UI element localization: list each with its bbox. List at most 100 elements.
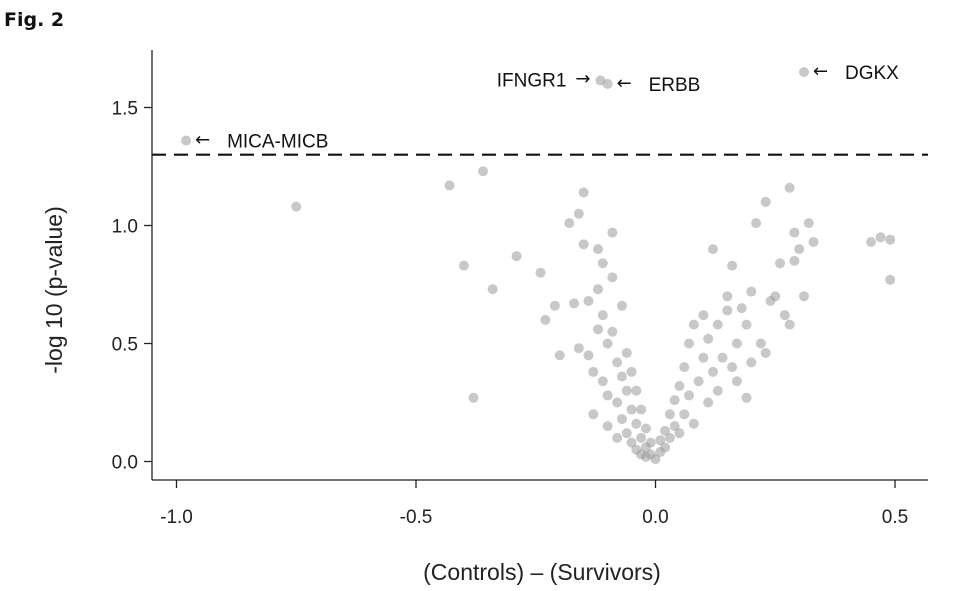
gene-label: MICA-MICB [227, 132, 328, 153]
figure-label: Fig. 2 [4, 9, 65, 31]
data-point [612, 397, 623, 408]
data-point [602, 78, 613, 89]
y-tick-label: 0.5 [112, 335, 138, 356]
x-axis-title: (Controls) – (Survivors) [423, 559, 661, 585]
data-point [535, 267, 546, 278]
data-point [607, 272, 618, 283]
data-point [727, 260, 738, 271]
data-point [731, 376, 742, 387]
data-point [779, 310, 790, 321]
data-point [621, 347, 632, 358]
data-point [468, 392, 479, 403]
y-tick-label: 1.0 [112, 217, 138, 238]
data-point [616, 414, 627, 425]
data-point [736, 303, 747, 314]
annotation-ifngr1: → IFNGR1 [497, 68, 591, 91]
data-point [669, 395, 680, 406]
data-point [588, 366, 599, 377]
data-point [583, 296, 594, 307]
data-point [770, 291, 781, 302]
x-tick-label: -0.5 [400, 507, 433, 528]
data-point [487, 284, 498, 295]
data-point [712, 319, 723, 330]
annotation-erbb: ← ERBB [617, 73, 701, 96]
data-point [444, 180, 455, 191]
data-point [636, 404, 647, 415]
data-point [798, 67, 809, 78]
y-axis-title: -log 10 (p-value) [41, 206, 67, 373]
data-point [722, 305, 733, 316]
data-point [712, 385, 723, 396]
data-point [885, 274, 896, 285]
data-point [760, 196, 771, 207]
arrow-left-icon: ← [195, 130, 210, 151]
data-point [789, 227, 800, 238]
data-point [578, 187, 589, 198]
data-point [616, 300, 627, 311]
data-point [760, 347, 771, 358]
data-point [593, 284, 604, 295]
data-point [679, 362, 690, 373]
data-point [655, 435, 666, 446]
annotation-mica-micb: ← MICA-MICB [195, 130, 328, 153]
data-point [626, 404, 637, 415]
data-point [731, 338, 742, 349]
data-point [612, 357, 623, 368]
data-point [660, 425, 671, 436]
data-point [569, 298, 580, 309]
data-point [612, 432, 623, 443]
y-axis-ticks: 0.0 0.5 1.0 1.5 [112, 99, 152, 474]
data-point [703, 333, 714, 344]
data-point [698, 352, 709, 363]
data-point [688, 319, 699, 330]
data-point [674, 380, 685, 391]
data-point [664, 432, 675, 443]
data-point [875, 232, 886, 243]
data-point [885, 234, 896, 245]
data-point [741, 392, 752, 403]
data-point [722, 291, 733, 302]
data-point [798, 291, 809, 302]
data-point [789, 255, 800, 266]
data-point [636, 432, 647, 443]
data-point [727, 362, 738, 373]
data-point [794, 244, 805, 255]
data-point [631, 418, 642, 429]
data-point [717, 352, 728, 363]
gene-label: ERBB [649, 75, 701, 96]
data-point [597, 310, 608, 321]
data-point [674, 428, 685, 439]
data-point [588, 409, 599, 420]
data-point [707, 244, 718, 255]
data-point [640, 423, 651, 434]
data-point [478, 166, 489, 177]
arrow-right-icon: → [575, 68, 590, 89]
annotation-dgkx: ← DGKX [813, 61, 899, 84]
x-tick-label: 0.0 [642, 507, 668, 528]
data-point [549, 300, 560, 311]
data-point [693, 376, 704, 387]
data-point [866, 237, 877, 248]
data-point [564, 218, 575, 229]
data-point [707, 366, 718, 377]
data-point [578, 239, 589, 250]
data-point [573, 208, 584, 219]
data-point [755, 338, 766, 349]
data-point [597, 376, 608, 387]
arrow-left-icon: ← [813, 61, 828, 82]
data-point [621, 385, 632, 396]
data-point [593, 324, 604, 335]
data-point [664, 409, 675, 420]
data-point [602, 390, 613, 401]
data-point [703, 397, 714, 408]
data-point [669, 421, 680, 432]
x-tick-label: 0.5 [882, 507, 908, 528]
data-point [808, 237, 819, 248]
points-layer [181, 67, 896, 465]
data-point [660, 442, 671, 453]
data-point [688, 418, 699, 429]
data-point [607, 326, 618, 337]
arrow-left-icon: ← [617, 73, 632, 94]
data-point [784, 182, 795, 193]
